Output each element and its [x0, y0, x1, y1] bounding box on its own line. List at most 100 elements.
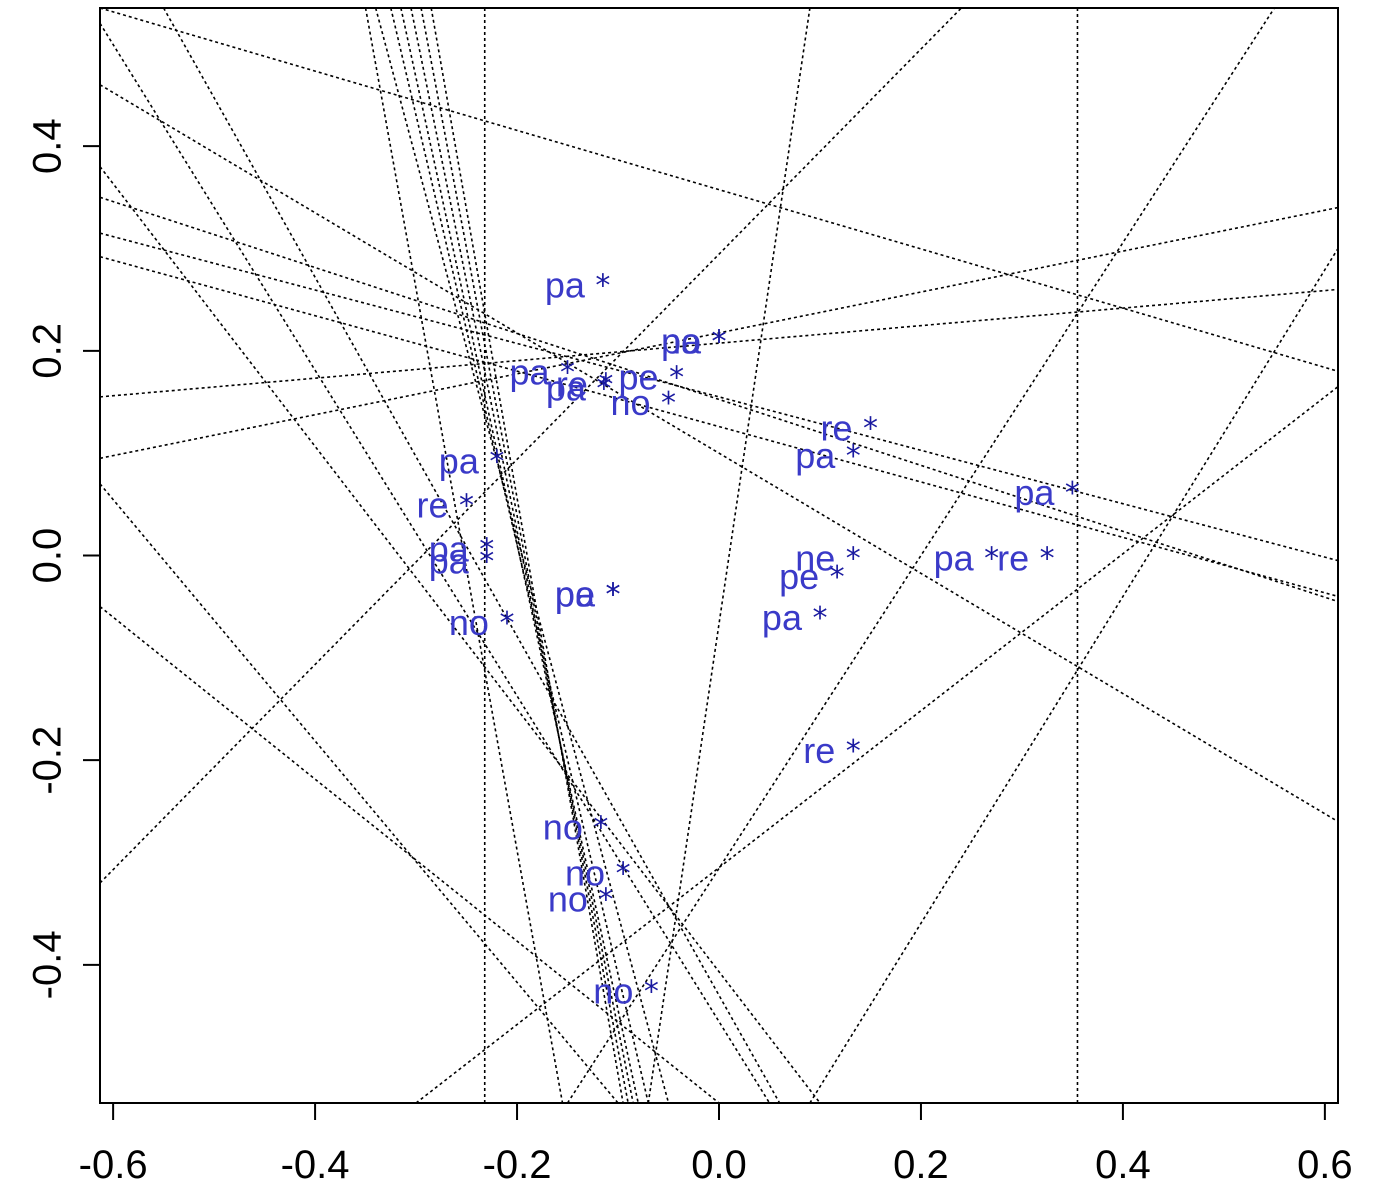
- point-label: pa: [509, 351, 550, 392]
- point-marker: *: [598, 368, 613, 403]
- point-label: re: [417, 484, 449, 525]
- data-point: * pe: [779, 556, 845, 597]
- point-label: ne: [795, 538, 835, 579]
- reference-line-12: [100, 483, 619, 1103]
- data-point: * re: [820, 408, 878, 449]
- point-marker: *: [560, 355, 575, 390]
- reference-line-13: [100, 606, 720, 1103]
- point-marker: *: [661, 386, 676, 421]
- point-marker: *: [616, 857, 631, 892]
- point-label: no: [565, 853, 605, 894]
- point-marker: *: [1040, 542, 1055, 577]
- point-marker: *: [846, 542, 861, 577]
- data-point: * pa: [509, 351, 575, 392]
- data-point: * no: [610, 382, 676, 423]
- point-label: pa: [1014, 472, 1055, 513]
- x-tick-label: -0.2: [483, 1143, 552, 1187]
- data-point: * no: [661, 321, 727, 362]
- point-label: pe: [619, 356, 659, 397]
- plot-frame: [99, 7, 1339, 1104]
- y-axis: -0.4 -0.2 0.0 0.2 0.4: [26, 118, 101, 999]
- point-marker: *: [459, 488, 474, 523]
- data-point: * pa: [762, 597, 828, 638]
- point-label: pa: [795, 435, 836, 476]
- y-tick-label: 0.2: [26, 323, 70, 379]
- x-tick-label: 0.2: [893, 1143, 949, 1187]
- point-marker: *: [479, 545, 494, 580]
- data-point: * re: [417, 484, 475, 525]
- data-point: * pe: [619, 356, 685, 397]
- data-point: *re: [556, 364, 614, 405]
- point-label: pa: [555, 573, 596, 614]
- point-label: re: [820, 408, 852, 449]
- x-tick-label: -0.6: [79, 1143, 148, 1187]
- reference-line-19: [100, 206, 1338, 460]
- point-marker: *: [846, 439, 861, 474]
- data-point: * pa: [555, 573, 621, 614]
- data-point: * no: [593, 970, 659, 1011]
- reference-line-15: [100, 196, 1338, 603]
- point-label: pa: [439, 440, 480, 481]
- data-point: * pa: [934, 538, 1000, 579]
- data-point: *re: [803, 730, 861, 771]
- y-tick-label: -0.4: [26, 930, 70, 999]
- x-tick-label: 0.0: [691, 1143, 747, 1187]
- point-marker: *: [830, 560, 845, 595]
- point-marker: *: [595, 268, 610, 303]
- reference-lines: [100, 8, 1338, 1103]
- data-point: * pa: [429, 541, 495, 582]
- data-point: * pa: [429, 528, 495, 569]
- reference-line-4: [390, 8, 650, 1103]
- point-marker: *: [712, 325, 727, 360]
- point-marker: *: [598, 882, 613, 917]
- data-points: *pa*no *pa*pa *re *pa *pe*no*re*pa*pa*pa*re*…: [417, 264, 1080, 1011]
- reference-line-6: [410, 8, 634, 1103]
- point-label: no: [593, 970, 633, 1011]
- point-marker: *: [1065, 476, 1080, 511]
- x-tick-label: -0.4: [281, 1143, 350, 1187]
- point-marker: *: [605, 577, 620, 612]
- data-point: * pa: [795, 435, 861, 476]
- reference-line-11: [100, 166, 821, 1103]
- reference-line-5: [400, 8, 639, 1103]
- y-tick-label: 0.0: [26, 528, 70, 584]
- data-point: * pa: [546, 368, 612, 409]
- reference-line-24: [809, 248, 1338, 1103]
- point-marker: *: [984, 542, 999, 577]
- reference-line-23: [415, 386, 1338, 1103]
- reference-line-16: [100, 232, 1338, 562]
- point-label: pe: [779, 556, 819, 597]
- point-label: pa: [661, 321, 702, 362]
- x-axis: -0.6 -0.4 -0.2 0.0 0.2 0.4 0.6: [79, 1102, 1353, 1187]
- point-marker: *: [712, 325, 727, 360]
- x-tick-label: 0.4: [1095, 1143, 1151, 1187]
- point-label: re: [556, 364, 588, 405]
- point-label: re: [997, 538, 1029, 579]
- point-label: pa: [934, 538, 975, 579]
- data-point: * pa: [545, 264, 611, 305]
- data-point: * no: [565, 853, 631, 894]
- point-label: no: [548, 878, 588, 919]
- reference-line-22: [566, 8, 1276, 1103]
- point-marker: *: [605, 577, 620, 612]
- point-marker: *: [812, 601, 827, 636]
- y-tick-label: 0.4: [26, 118, 70, 174]
- data-point: * no: [449, 602, 515, 643]
- reference-line-25: [647, 8, 811, 1103]
- point-marker: *: [669, 360, 684, 395]
- point-label: no: [449, 602, 489, 643]
- point-marker: *: [644, 974, 659, 1009]
- data-point: * pa: [1014, 472, 1080, 513]
- data-point: * pa: [439, 440, 505, 481]
- data-point: * pa: [661, 321, 727, 362]
- point-marker: *: [863, 412, 878, 447]
- point-label: no: [610, 382, 650, 423]
- reference-line-20: [100, 8, 1338, 373]
- reference-line-21: [100, 8, 962, 884]
- reference-line-17: [100, 255, 1338, 598]
- data-point: * no: [548, 878, 614, 919]
- point-marker: *: [489, 444, 504, 479]
- point-label: pa: [429, 541, 470, 582]
- point-marker: *: [596, 372, 611, 407]
